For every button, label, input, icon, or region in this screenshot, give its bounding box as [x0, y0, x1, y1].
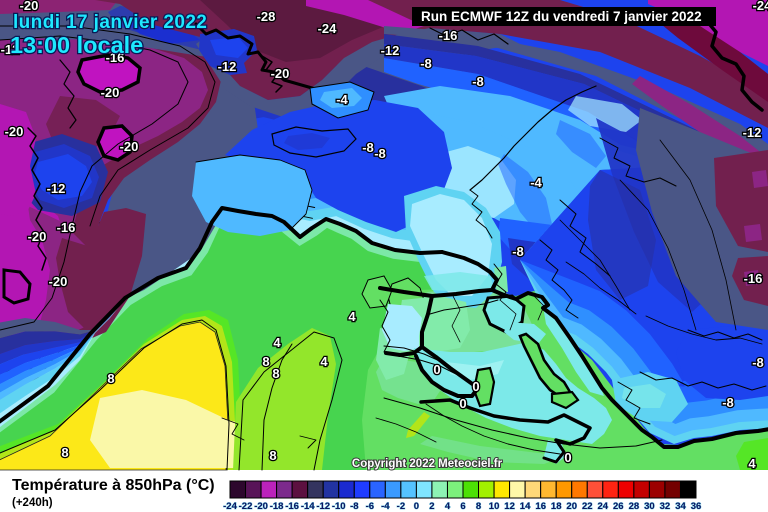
svg-text:-18: -18	[270, 501, 284, 512]
svg-text:-10: -10	[332, 501, 346, 512]
svg-text:36: 36	[691, 501, 702, 512]
svg-text:-20: -20	[49, 274, 68, 289]
svg-text:20: 20	[566, 501, 577, 512]
svg-text:-12: -12	[1, 42, 20, 57]
svg-text:-20: -20	[120, 139, 139, 154]
svg-text:-8: -8	[374, 146, 386, 161]
svg-text:-8: -8	[350, 501, 358, 512]
svg-text:8: 8	[272, 366, 279, 381]
svg-text:4: 4	[273, 335, 281, 350]
svg-text:-12: -12	[218, 59, 237, 74]
svg-text:-8: -8	[722, 395, 734, 410]
svg-text:-2: -2	[397, 501, 405, 512]
svg-text:-16: -16	[439, 28, 458, 43]
svg-text:26: 26	[613, 501, 624, 512]
svg-text:-28: -28	[257, 9, 276, 24]
svg-text:-20: -20	[5, 124, 24, 139]
svg-text:30: 30	[644, 501, 655, 512]
svg-text:10: 10	[489, 501, 500, 512]
svg-text:-16: -16	[106, 50, 125, 65]
svg-text:-16: -16	[744, 271, 763, 286]
svg-text:28: 28	[629, 501, 640, 512]
svg-text:Copyright 2022 Meteociel.fr: Copyright 2022 Meteociel.fr	[352, 458, 503, 470]
svg-text:-8: -8	[752, 355, 764, 370]
svg-text:-8: -8	[512, 244, 524, 259]
svg-text:4: 4	[445, 501, 451, 512]
svg-text:32: 32	[660, 501, 671, 512]
svg-text:4: 4	[348, 309, 356, 324]
svg-text:-24: -24	[753, 0, 768, 13]
svg-text:Température à 850hPa (°C): Température à 850hPa (°C)	[12, 477, 215, 494]
svg-text:6: 6	[460, 501, 465, 512]
svg-text:22: 22	[582, 501, 593, 512]
svg-text:0: 0	[433, 362, 440, 377]
svg-text:0: 0	[459, 396, 466, 411]
svg-text:(+240h): (+240h)	[12, 497, 53, 509]
svg-text:-8: -8	[472, 74, 484, 89]
svg-text:-16: -16	[57, 220, 76, 235]
svg-text:-8: -8	[420, 56, 432, 71]
svg-text:-4: -4	[381, 501, 390, 512]
svg-text:34: 34	[675, 501, 686, 512]
svg-text:14: 14	[520, 501, 531, 512]
svg-text:Run ECMWF 12Z du vendredi 7 ja: Run ECMWF 12Z du vendredi 7 janvier 2022	[421, 9, 702, 24]
svg-text:8: 8	[269, 448, 276, 463]
svg-text:-12: -12	[381, 43, 400, 58]
svg-text:8: 8	[262, 354, 269, 369]
svg-text:-14: -14	[301, 501, 315, 512]
svg-text:8: 8	[107, 371, 114, 386]
svg-text:-4: -4	[530, 175, 542, 190]
svg-text:0: 0	[564, 450, 571, 465]
svg-text:13:00 locale: 13:00 locale	[10, 32, 143, 58]
svg-text:-12: -12	[743, 125, 762, 140]
svg-text:8: 8	[61, 445, 68, 460]
svg-text:-8: -8	[362, 140, 374, 155]
svg-text:2: 2	[429, 501, 434, 512]
svg-text:-6: -6	[366, 501, 374, 512]
svg-text:0: 0	[414, 501, 419, 512]
svg-text:-20: -20	[271, 66, 290, 81]
svg-text:8: 8	[476, 501, 481, 512]
svg-text:-12: -12	[47, 181, 66, 196]
svg-text:12: 12	[504, 501, 515, 512]
svg-text:4: 4	[748, 456, 756, 471]
svg-text:-22: -22	[239, 501, 253, 512]
svg-text:-12: -12	[316, 501, 330, 512]
svg-text:-20: -20	[101, 85, 120, 100]
svg-text:-20: -20	[28, 229, 47, 244]
svg-text:18: 18	[551, 501, 562, 512]
svg-text:lundi 17 janvier 2022: lundi 17 janvier 2022	[13, 12, 207, 33]
svg-text:-24: -24	[318, 21, 338, 36]
svg-text:24: 24	[598, 501, 609, 512]
svg-text:4: 4	[320, 354, 328, 369]
svg-text:-20: -20	[20, 0, 39, 13]
svg-text:0: 0	[472, 379, 479, 394]
svg-text:-20: -20	[254, 501, 268, 512]
svg-text:-4: -4	[336, 92, 348, 107]
svg-text:-24: -24	[223, 501, 237, 512]
svg-text:-16: -16	[285, 501, 299, 512]
svg-text:16: 16	[535, 501, 546, 512]
